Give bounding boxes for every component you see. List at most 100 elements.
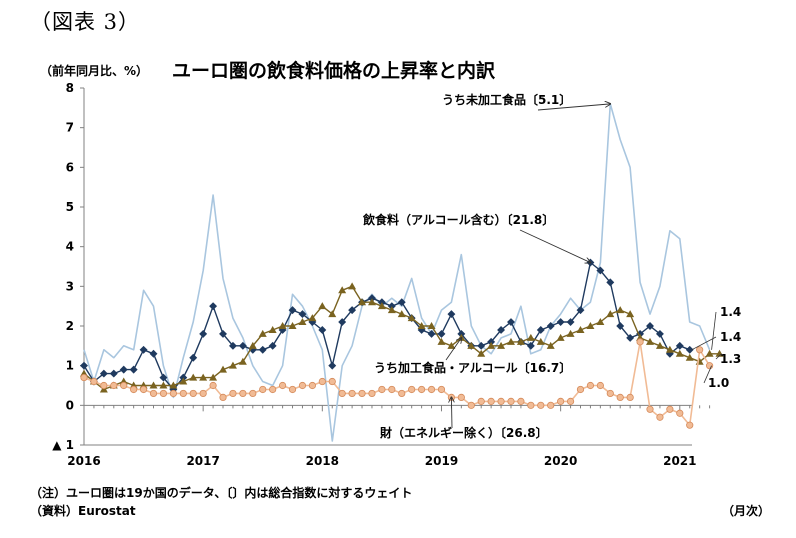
point-goods bbox=[358, 389, 366, 398]
point-food bbox=[596, 266, 605, 275]
end-value-label-goods: 1.0 bbox=[708, 376, 729, 390]
point-goods bbox=[288, 385, 297, 394]
y-tick-label: 3 bbox=[66, 279, 74, 293]
point-processed bbox=[367, 298, 376, 306]
end-leader-processed bbox=[715, 353, 722, 360]
point-processed bbox=[526, 333, 535, 341]
point-goods bbox=[209, 381, 217, 390]
point-goods bbox=[606, 389, 614, 398]
point-goods bbox=[278, 381, 287, 390]
point-processed bbox=[189, 373, 198, 381]
end-value-label-processed: 1.3 bbox=[720, 352, 741, 366]
point-processed bbox=[338, 286, 347, 294]
point-food bbox=[497, 326, 506, 334]
point-goods bbox=[130, 385, 138, 394]
point-goods bbox=[179, 389, 187, 398]
point-processed bbox=[238, 357, 247, 365]
point-goods bbox=[696, 346, 704, 354]
point-processed bbox=[675, 349, 684, 357]
point-goods bbox=[646, 405, 654, 413]
y-tick-label: 6 bbox=[66, 160, 74, 174]
point-food bbox=[536, 326, 545, 334]
point-goods bbox=[90, 377, 98, 386]
point-food bbox=[80, 361, 88, 370]
point-processed bbox=[437, 337, 446, 345]
end-leader-food bbox=[691, 336, 717, 351]
end-value-label-food: 1.4 bbox=[720, 330, 741, 344]
point-goods bbox=[705, 362, 714, 370]
point-goods bbox=[298, 381, 307, 390]
point-goods bbox=[229, 389, 237, 398]
point-processed bbox=[685, 353, 694, 361]
point-goods bbox=[676, 409, 684, 417]
point-processed bbox=[407, 314, 416, 322]
point-processed bbox=[586, 322, 595, 329]
point-food bbox=[526, 341, 535, 350]
point-food bbox=[298, 310, 307, 319]
point-goods bbox=[576, 385, 585, 394]
point-processed bbox=[487, 341, 496, 349]
point-goods bbox=[586, 381, 595, 390]
point-processed bbox=[556, 333, 565, 341]
point-processed bbox=[516, 337, 525, 345]
point-processed bbox=[715, 349, 724, 357]
point-processed bbox=[427, 322, 436, 329]
y-tick-label: 1 bbox=[66, 359, 74, 373]
point-food bbox=[189, 353, 198, 362]
point-processed bbox=[159, 381, 168, 389]
point-goods bbox=[139, 385, 148, 394]
point-processed bbox=[268, 325, 277, 333]
point-processed bbox=[228, 361, 237, 369]
point-processed bbox=[467, 341, 476, 349]
point-processed bbox=[546, 341, 555, 349]
point-processed bbox=[497, 341, 506, 349]
y-tick-label: 5 bbox=[66, 200, 74, 214]
footnote: （注）ユーロ圏は19か国のデータ、〔〕内は総合指数に対するウェイト bbox=[30, 486, 413, 500]
x-tick-label: 2017 bbox=[186, 454, 219, 468]
figure-label: （図表 3） bbox=[30, 10, 141, 34]
point-processed bbox=[576, 325, 585, 333]
point-goods bbox=[110, 381, 118, 390]
point-food bbox=[477, 341, 486, 350]
point-processed bbox=[278, 322, 287, 329]
point-goods bbox=[398, 389, 406, 398]
point-goods bbox=[159, 389, 168, 398]
point-goods bbox=[338, 389, 346, 398]
point-food bbox=[427, 329, 436, 338]
point-processed bbox=[665, 345, 674, 353]
point-goods bbox=[149, 389, 158, 398]
point-processed bbox=[248, 341, 257, 349]
point-processed bbox=[596, 318, 605, 326]
point-goods bbox=[527, 401, 535, 409]
point-food bbox=[447, 310, 456, 319]
point-goods bbox=[80, 373, 88, 382]
point-processed bbox=[397, 310, 406, 318]
annotation-label-goods: 財（エネルギー除く）〔26.8〕 bbox=[379, 425, 548, 440]
annotation-label-food: 飲食料（アルコール含む）〔21.8〕 bbox=[362, 212, 554, 227]
y-tick-label: ▲ 1 bbox=[52, 438, 74, 452]
point-food bbox=[129, 365, 138, 374]
point-food bbox=[546, 322, 555, 330]
point-food bbox=[338, 318, 347, 326]
x-tick-label: 2016 bbox=[67, 454, 100, 468]
y-tick-label: 4 bbox=[66, 240, 74, 254]
series-line-unprocessed bbox=[83, 103, 711, 442]
point-food bbox=[109, 369, 118, 378]
point-food bbox=[328, 361, 337, 370]
point-processed bbox=[318, 302, 327, 310]
point-goods bbox=[408, 385, 416, 394]
series-line-goods bbox=[83, 341, 711, 427]
point-goods bbox=[368, 389, 376, 398]
annotation-leader-food bbox=[519, 229, 590, 263]
source-note: （資料）Eurostat bbox=[30, 504, 136, 518]
point-goods bbox=[596, 381, 604, 390]
point-food bbox=[348, 306, 357, 315]
point-goods bbox=[269, 385, 277, 394]
point-food bbox=[268, 341, 277, 350]
y-tick-label: 8 bbox=[66, 81, 74, 95]
annotation-leader-processed bbox=[445, 338, 461, 361]
point-goods bbox=[239, 389, 247, 398]
x-tick-label: 2018 bbox=[306, 454, 339, 468]
end-leader-unprocessed bbox=[711, 311, 717, 350]
